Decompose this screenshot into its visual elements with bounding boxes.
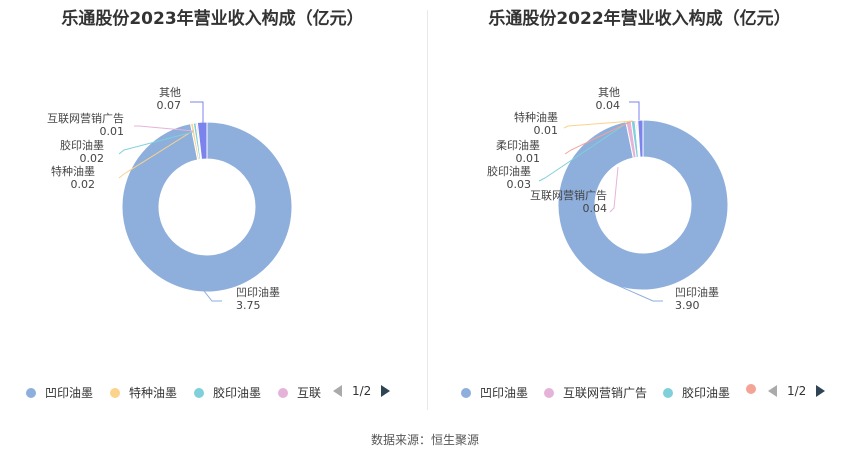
leader-line (134, 125, 195, 132)
slice-label-name: 凹印油墨 (675, 285, 719, 299)
next-page-icon[interactable] (381, 385, 391, 397)
legend-label: 凹印油墨 (45, 386, 94, 400)
slice-label-value: 0.04 (583, 202, 608, 215)
slice-label-name: 特种油墨 (51, 164, 95, 178)
slice-label-value: 0.02 (80, 152, 105, 165)
legend-item[interactable]: 互联网营销广告 (544, 384, 647, 401)
legend-item[interactable]: 凹印油墨 (26, 384, 93, 401)
legend-marker (278, 387, 288, 398)
legend-label: 胶印油墨 (682, 386, 731, 400)
slice-label-name: 特种油墨 (514, 110, 558, 124)
legend-pager: 1/2 (333, 384, 391, 398)
leader-line (184, 266, 222, 302)
legend-label: 特种油墨 (129, 386, 178, 400)
legend-item[interactable]: 胶印油墨 (663, 384, 730, 401)
legend-item[interactable]: 特种油墨 (110, 384, 177, 401)
legend-item[interactable]: 凹印油墨 (461, 384, 528, 401)
slice-label-value: 0.02 (71, 178, 96, 191)
legend-marker (544, 387, 554, 398)
legend-item[interactable]: 互联 (278, 384, 326, 401)
slice-label-name: 互联网营销广告 (47, 111, 124, 125)
slice-label-name: 胶印油墨 (487, 164, 531, 178)
legend-marker (461, 387, 471, 398)
legend-2023: 凹印油墨 特种油墨 胶印油墨 互联 1/2 (0, 384, 425, 404)
slice-label-value: 0.01 (534, 124, 559, 137)
slice-凹印油墨[interactable] (121, 121, 293, 293)
legend-item[interactable]: 胶印油墨 (194, 384, 261, 401)
slice-label-value: 0.01 (516, 152, 541, 165)
data-source: 数据来源：恒生聚源 (370, 433, 479, 447)
page-indicator: 1/2 (787, 384, 807, 398)
slice-label-value: 0.07 (157, 99, 182, 112)
page-indicator: 1/2 (352, 384, 372, 398)
donut-chart-2022: 凹印油墨3.90互联网营销广告0.04胶印油墨0.03柔印油墨0.01特种油墨0… (487, 86, 729, 312)
slice-其他[interactable] (637, 119, 644, 158)
slice-label-name: 其他 (598, 86, 620, 99)
legend-marker (746, 384, 756, 394)
legend-label: 胶印油墨 (213, 386, 262, 400)
chart-2022: 乐通股份2022年营业收入构成（亿元） 凹印油墨 3.90 互联网营销广告 0.04 胶… (427, 0, 850, 420)
slice-label-value: 0.04 (596, 99, 621, 112)
prev-page-icon[interactable] (333, 385, 342, 397)
legend-label: 互联网营销广告 (563, 386, 648, 400)
slice-其他[interactable] (196, 121, 208, 160)
leader-line (190, 101, 204, 124)
slice-label-name: 其他 (159, 86, 181, 99)
legend-label: 凹印油墨 (480, 386, 529, 400)
leader-line (538, 120, 631, 182)
legend-marker (110, 387, 120, 398)
slice-label-value: 0.01 (100, 125, 125, 138)
next-page-icon[interactable] (816, 385, 826, 397)
legend-pager: 1/2 (768, 384, 826, 398)
slice-label-value: 3.75 (236, 299, 261, 312)
slice-label-name: 凹印油墨 (236, 285, 280, 299)
slice-label-name: 胶印油墨 (60, 138, 104, 152)
legend-marker (26, 387, 36, 398)
chart-2023: 乐通股份2023年营业收入构成（亿元） 凹印油墨 3.75 特种油墨 0.02 胶印油墨… (0, 0, 425, 420)
chart-title: 乐通股份2022年营业收入构成（亿元） (488, 9, 791, 29)
slice-label-name: 柔印油墨 (496, 138, 540, 152)
leader-line (563, 120, 634, 129)
donut-chart-2023: 凹印油墨3.75特种油墨0.02胶印油墨0.02互联网营销广告0.01其他0.0… (47, 86, 293, 312)
slice-label-value: 3.90 (675, 299, 700, 312)
slice-label-value: 0.03 (507, 178, 532, 191)
chart-title: 乐通股份2023年营业收入构成（亿元） (61, 9, 364, 29)
leader-line (564, 120, 633, 155)
legend-item[interactable] (746, 384, 758, 394)
leader-line (609, 166, 619, 213)
legend-marker (194, 387, 204, 398)
legend-label: 互联 (297, 386, 322, 400)
leader-line (609, 281, 663, 302)
leader-line (118, 131, 194, 155)
legend-2022: 凹印油墨 互联网营销广告 胶印油墨 1/2 (427, 384, 850, 404)
leader-line (118, 131, 192, 179)
slice-label-name: 互联网营销广告 (530, 188, 607, 202)
prev-page-icon[interactable] (768, 385, 777, 397)
legend-marker (663, 387, 673, 398)
chart-divider (427, 10, 428, 410)
leader-line (629, 101, 640, 120)
slice-凹印油墨[interactable] (557, 119, 729, 291)
